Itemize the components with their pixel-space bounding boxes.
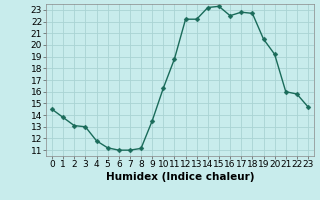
X-axis label: Humidex (Indice chaleur): Humidex (Indice chaleur) — [106, 172, 254, 182]
